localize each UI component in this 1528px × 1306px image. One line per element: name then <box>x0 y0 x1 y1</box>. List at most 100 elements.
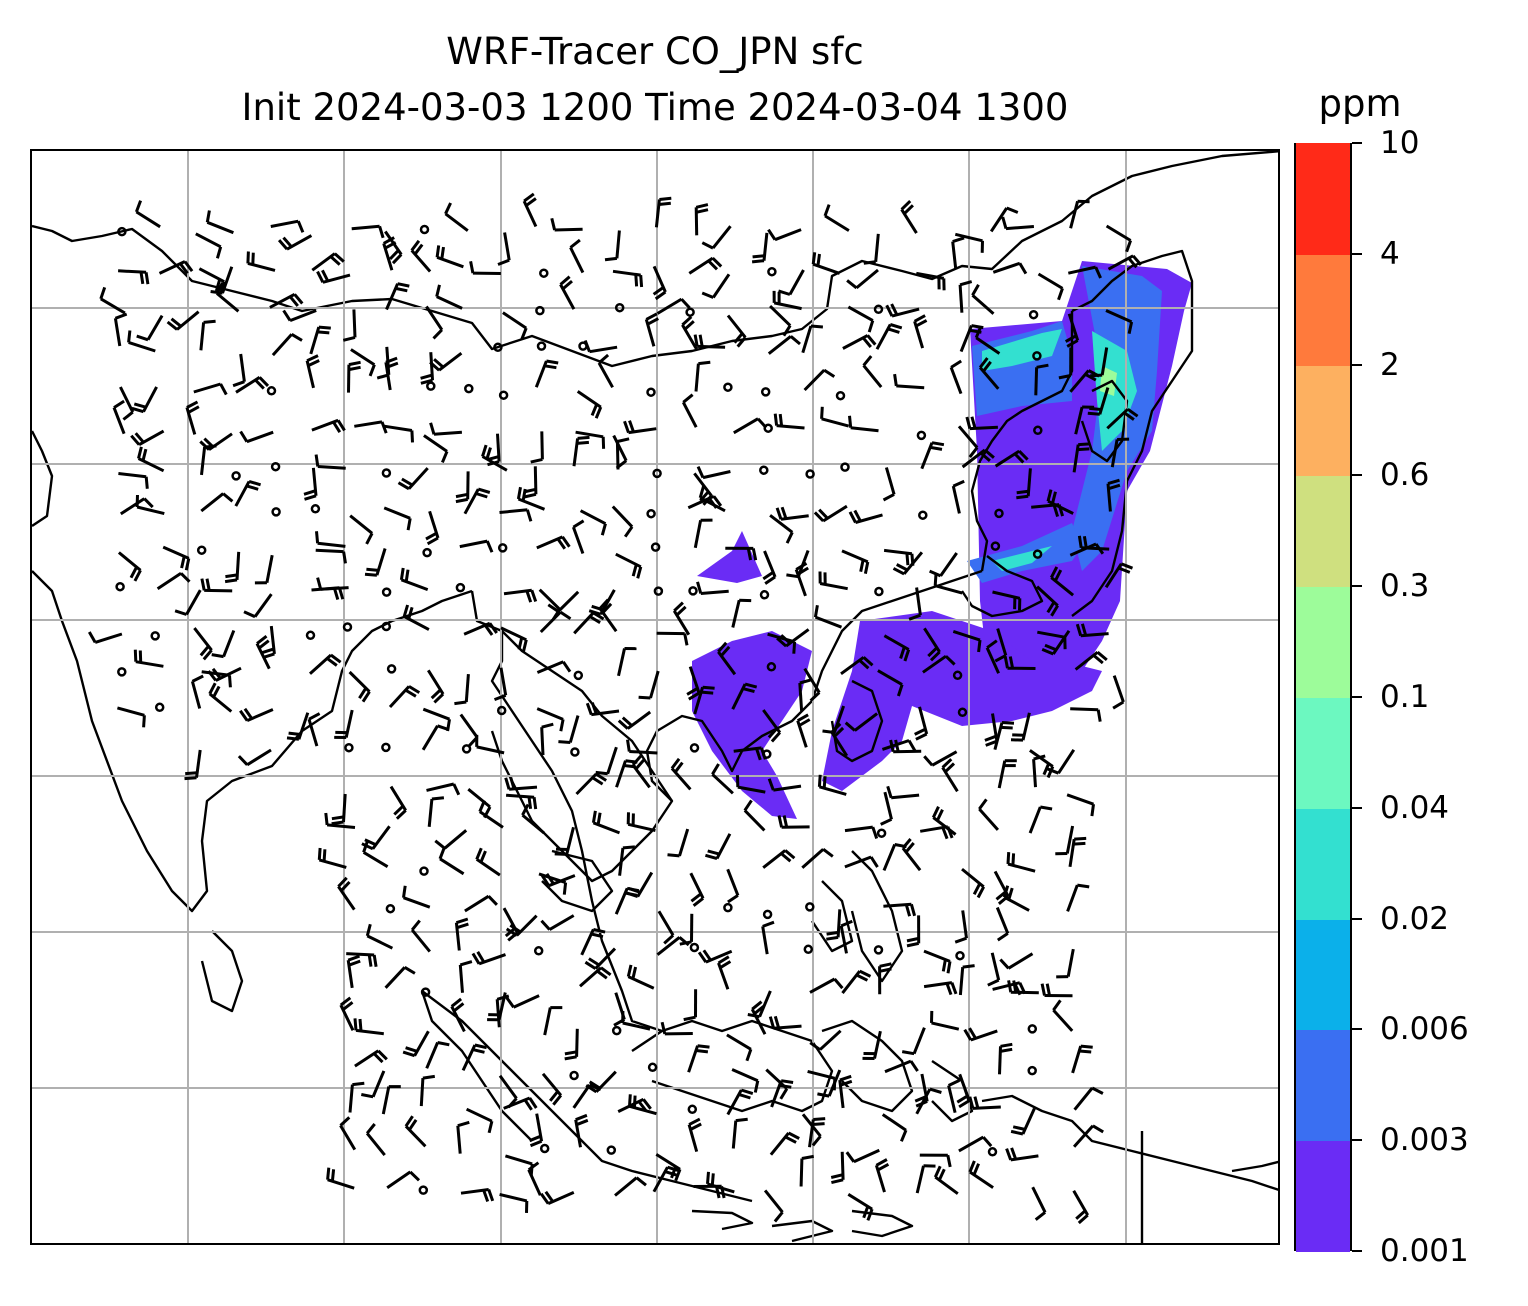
wind-barb-shaft <box>206 220 234 235</box>
wind-barb-flag <box>405 1046 418 1053</box>
wind-barb-flag <box>471 952 481 965</box>
wind-barb-flag <box>433 693 445 704</box>
wind-barb-flag <box>813 1117 826 1121</box>
wind-barb-flag <box>1092 654 1104 665</box>
wind-barb-flag <box>1078 442 1091 447</box>
colorbar-segment <box>1296 364 1350 477</box>
wind-barb-flag <box>688 1117 701 1126</box>
wind-barb-flag <box>983 448 995 459</box>
calm-wind-marker <box>759 590 770 600</box>
wind-barb-flag <box>329 255 341 266</box>
wind-barb-flag <box>469 261 475 274</box>
wind-barb-flag <box>509 924 522 934</box>
wind-barb-flag <box>946 1154 952 1168</box>
wind-barb-flag <box>382 236 395 245</box>
tracer-plume <box>697 531 762 583</box>
wind-barb-flag <box>456 922 469 930</box>
wind-barb-shaft <box>195 232 222 249</box>
wind-barb-flag <box>114 312 128 320</box>
wind-barb-flag <box>420 373 433 380</box>
wind-barb-flag <box>617 437 630 443</box>
wind-barb-flag <box>987 978 1000 987</box>
wind-barb-shaft <box>128 340 156 353</box>
wind-barb-flag <box>782 324 792 337</box>
wind-barb-flag <box>968 446 979 459</box>
calm-wind-marker <box>493 342 503 353</box>
calm-wind-marker <box>762 909 773 920</box>
coastline <box>1071 249 1194 617</box>
wind-barb-flag <box>316 577 323 590</box>
wind-barb-flag <box>596 969 608 980</box>
wind-barb-shaft <box>931 750 958 767</box>
wind-barb-shaft <box>1066 948 1075 977</box>
wind-barb-flag <box>817 774 822 787</box>
wind-barb-flag <box>623 420 630 434</box>
wind-barb-flag <box>663 934 675 945</box>
wind-barb-flag <box>1123 411 1135 421</box>
colorbar-tick <box>1352 1139 1362 1142</box>
calm-wind-marker <box>539 268 549 278</box>
calm-wind-marker <box>461 744 472 754</box>
wind-barb-flag <box>753 1080 760 1093</box>
wind-barb-flag <box>179 262 189 275</box>
wind-barb-shaft <box>767 335 792 355</box>
wind-barb-flag <box>642 1098 652 1110</box>
wind-barb-flag <box>1006 852 1011 865</box>
wind-barb-flag <box>1058 374 1071 380</box>
wind-barb-flag <box>638 695 651 700</box>
wind-barb-shaft <box>844 825 873 833</box>
wind-barb-flag <box>901 838 912 850</box>
wind-barb-flag <box>1096 709 1102 722</box>
wind-barb-shaft <box>915 587 922 616</box>
wind-barb-flag <box>1077 199 1090 204</box>
wind-barb-shaft <box>410 928 431 953</box>
calm-wind-marker <box>987 1147 998 1157</box>
wind-barb-flag <box>476 951 486 963</box>
wind-barb-flag <box>435 245 441 258</box>
wind-barb-flag <box>915 732 928 741</box>
wind-barb-flag <box>402 885 407 898</box>
wind-barb-flag <box>410 430 414 443</box>
wind-barb-flag <box>187 405 200 414</box>
wind-barb-flag <box>317 330 330 335</box>
wind-barb-flag <box>141 448 148 462</box>
wind-barb-flag <box>1107 478 1120 486</box>
wind-barb-shaft <box>1028 806 1042 834</box>
wind-barb-flag <box>316 270 325 283</box>
wind-barb-flag <box>590 403 599 416</box>
wind-barb-shaft <box>989 207 1008 233</box>
colorbar-tick <box>1352 696 1362 698</box>
wind-barb-flag <box>646 317 660 326</box>
wind-barb-flag <box>488 622 498 634</box>
wind-barb-flag <box>598 598 610 610</box>
wind-barb-flag <box>600 966 612 977</box>
wind-barb-flag <box>337 876 348 888</box>
wind-barb-shaft <box>540 431 544 460</box>
calm-wind-marker <box>957 707 968 718</box>
wind-barb-shaft <box>769 305 792 327</box>
wind-barb-shaft <box>270 219 299 228</box>
wind-barb-flag <box>858 659 870 670</box>
wind-barb-shaft <box>958 284 964 313</box>
wind-barb-shaft <box>702 470 731 480</box>
wind-barb-flag <box>764 575 776 585</box>
wind-barb-flag <box>296 220 305 233</box>
wind-barb-shaft <box>821 417 850 428</box>
wind-barb-flag <box>288 731 301 736</box>
wind-barb-shaft <box>326 823 356 829</box>
wind-barb-flag <box>373 1052 384 1064</box>
wind-barb-flag <box>742 687 755 694</box>
wind-barb-flag <box>762 920 775 928</box>
wind-barb-flag <box>326 657 338 667</box>
wind-barb-flag <box>438 847 446 860</box>
wind-barb-flag <box>1046 601 1056 614</box>
wind-barb-flag <box>745 1048 753 1062</box>
wind-barb-shaft <box>521 813 545 835</box>
wind-barb-flag <box>550 217 557 231</box>
wind-barb-flag <box>903 649 911 662</box>
wind-barb-flag <box>773 1015 781 1029</box>
wind-barb-flag <box>747 1013 760 1019</box>
wind-barb-flag <box>174 609 187 616</box>
wind-barb-flag <box>315 531 320 544</box>
wind-barb-shaft <box>538 588 561 611</box>
